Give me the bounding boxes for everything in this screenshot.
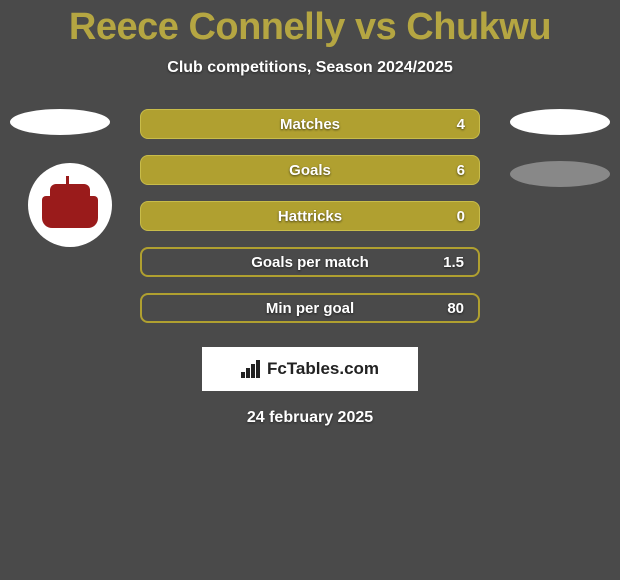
stat-value-right: 80 <box>447 300 464 317</box>
bars-icon <box>241 360 261 378</box>
stat-value-right: 1.5 <box>443 254 464 271</box>
title-vs: vs <box>345 6 406 48</box>
stat-value-right: 6 <box>457 162 465 179</box>
stat-row: Goals 6 <box>140 155 480 185</box>
footer-date: 24 february 2025 <box>0 409 620 427</box>
subtitle: Club competitions, Season 2024/2025 <box>0 59 620 77</box>
title-player2: Chukwu <box>406 6 551 48</box>
brand-text: FcTables.com <box>267 359 379 379</box>
stat-value-right: 0 <box>457 208 465 225</box>
stat-row: Min per goal 80 <box>140 293 480 323</box>
stat-label: Matches <box>280 116 340 133</box>
stats-area: Matches 4 Goals 6 Hattricks 0 Goals per match 1… <box>0 109 620 323</box>
stat-value-right: 4 <box>457 116 465 133</box>
player2-placeholder-oval-2 <box>510 161 610 187</box>
player1-placeholder-oval <box>10 109 110 135</box>
stat-label: Min per goal <box>266 300 354 317</box>
stat-label: Goals per match <box>251 254 369 271</box>
page-title: Reece Connelly vs Chukwu <box>0 0 620 49</box>
stat-label: Goals <box>289 162 331 179</box>
club-logo <box>28 163 112 247</box>
stat-row: Matches 4 <box>140 109 480 139</box>
player2-placeholder-oval-1 <box>510 109 610 135</box>
stat-row: Hattricks 0 <box>140 201 480 231</box>
stat-row: Goals per match 1.5 <box>140 247 480 277</box>
fort-icon <box>42 182 98 228</box>
stat-label: Hattricks <box>278 208 342 225</box>
title-player1: Reece Connelly <box>69 6 345 48</box>
brand-badge: FcTables.com <box>202 347 418 391</box>
